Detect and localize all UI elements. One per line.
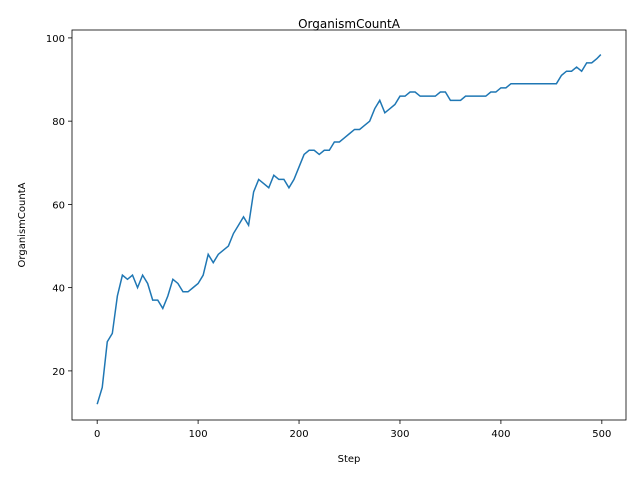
y-tick-label: 60 xyxy=(52,200,65,211)
chart-title: OrganismCountA xyxy=(298,17,401,31)
x-tick-label: 0 xyxy=(94,429,100,440)
data-line xyxy=(96,54,602,405)
x-tick-label: 200 xyxy=(289,429,308,440)
y-tick-label: 100 xyxy=(46,34,65,45)
x-tick-label: 300 xyxy=(390,429,409,440)
x-tick-label: 100 xyxy=(189,429,208,440)
y-tick-label: 40 xyxy=(52,284,65,295)
x-tick-label: 400 xyxy=(491,429,510,440)
y-tick-label: 80 xyxy=(52,117,65,128)
y-tick-label: 20 xyxy=(52,367,65,378)
plot-frame xyxy=(71,29,627,421)
y-axis-label: OrganismCountA xyxy=(17,182,28,267)
x-axis-label: Step xyxy=(338,454,361,465)
x-tick-label: 500 xyxy=(592,429,611,440)
